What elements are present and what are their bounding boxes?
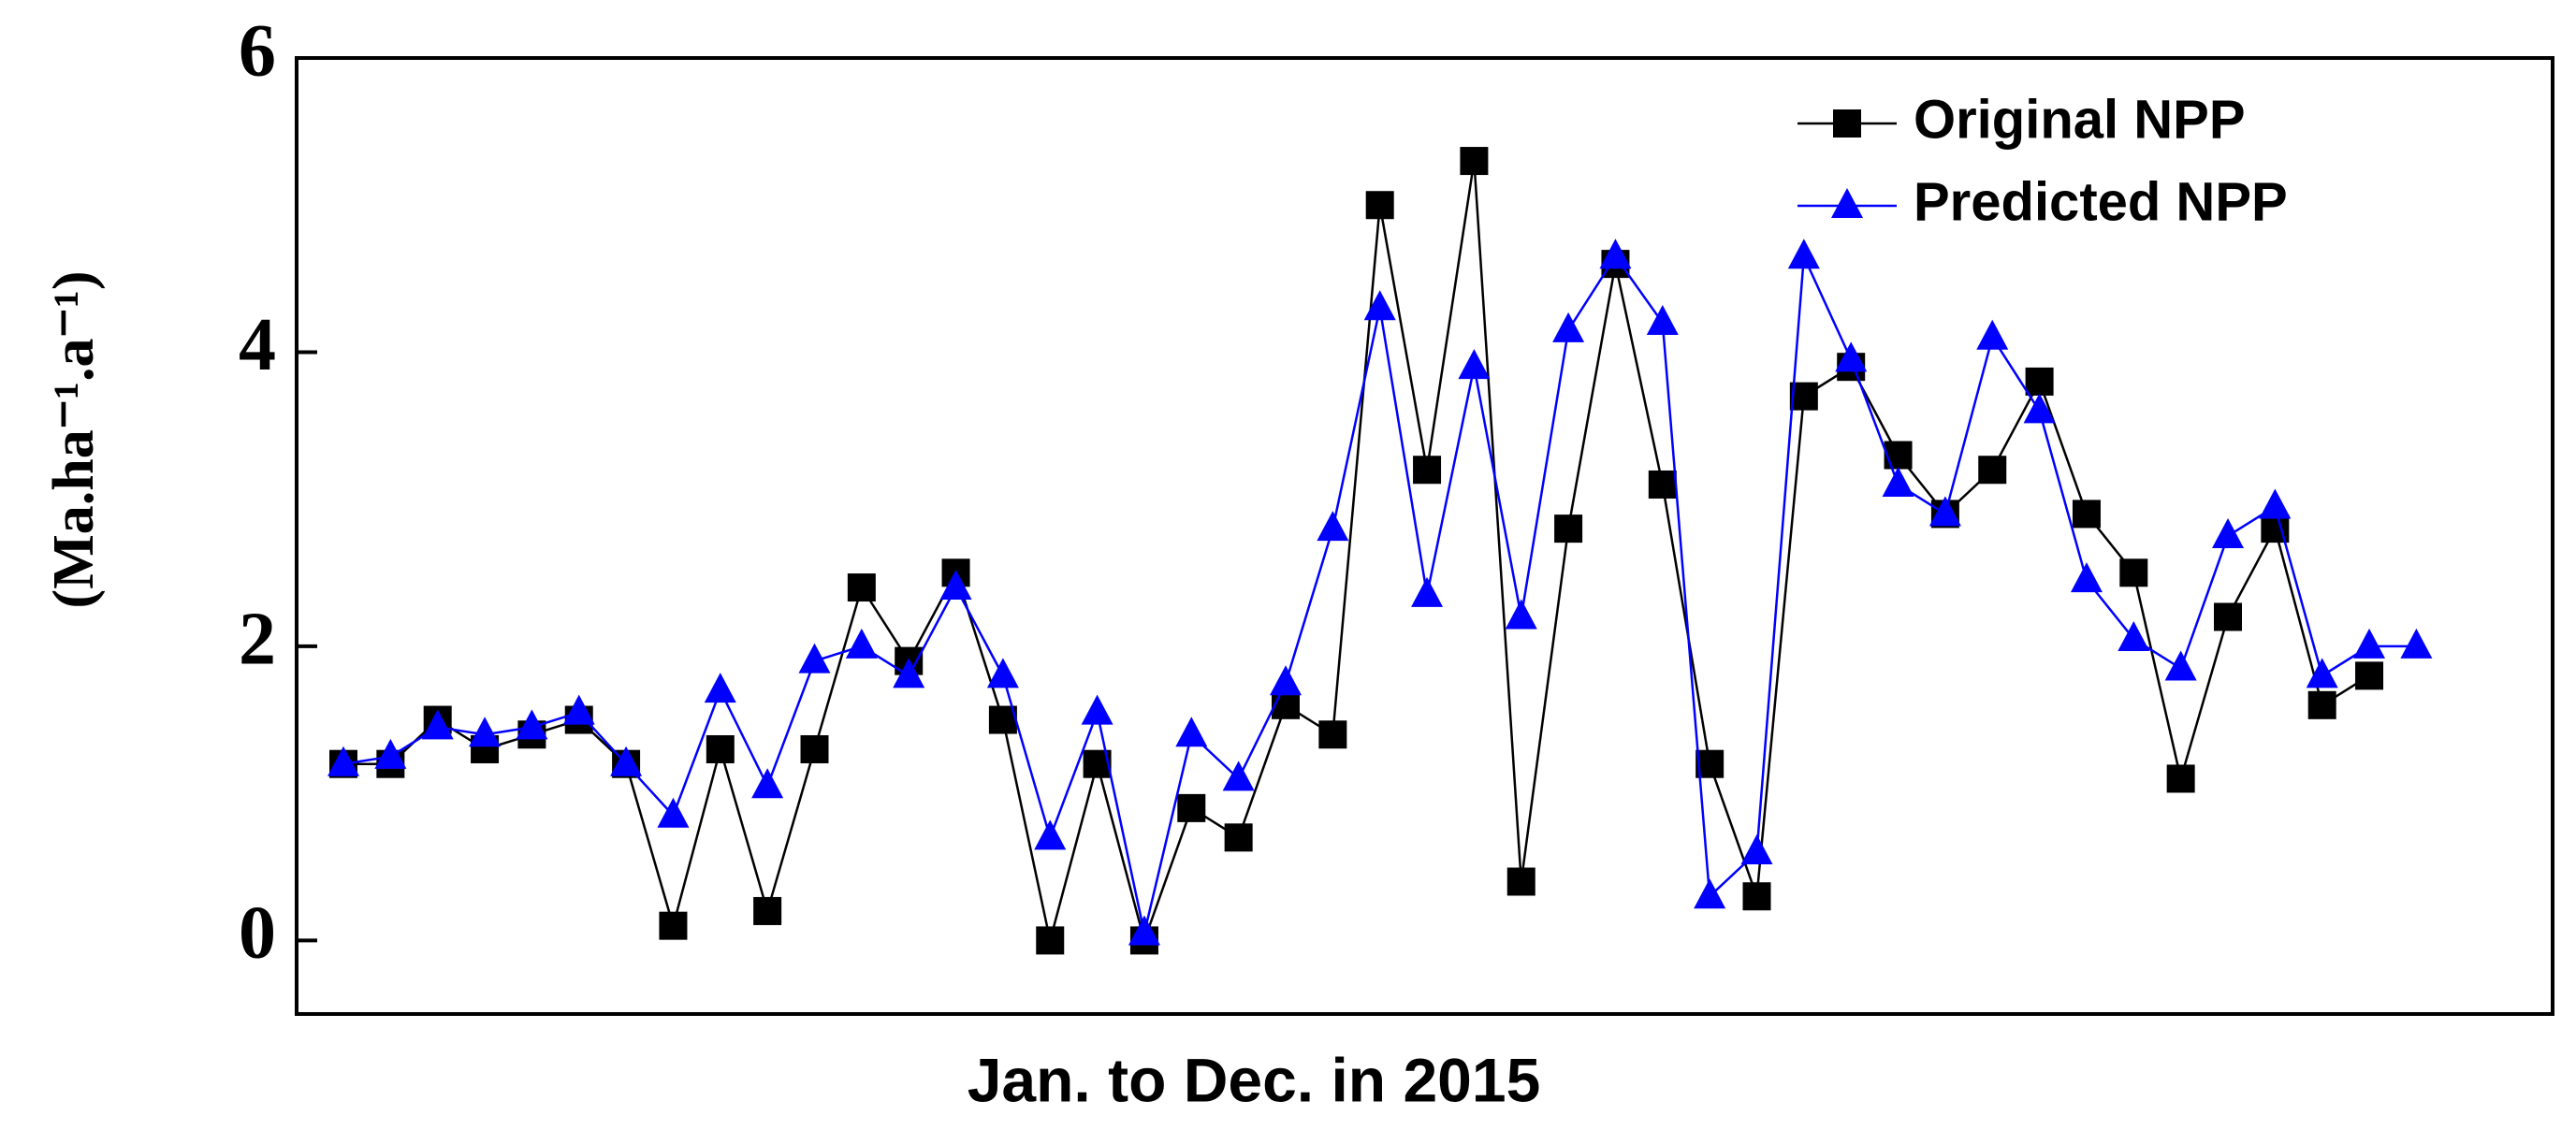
data-point [1317,511,1349,542]
data-point [1740,834,1773,865]
data-point [1365,191,1394,220]
plot-frame [295,56,2554,1016]
data-point [2353,628,2386,659]
data-point [1081,694,1113,725]
data-point [1411,576,1444,607]
data-point [1554,514,1583,543]
data-point [800,734,829,763]
data-point [1458,349,1491,380]
data-point [845,628,878,659]
legend-marker [1831,188,1863,218]
data-point [2400,628,2433,659]
data-point [2306,658,2338,688]
data-point [2070,562,2103,593]
legend-label: Predicted NPP [1914,171,2288,232]
legend-marker [1833,109,1861,138]
data-point [1648,470,1677,499]
data-point [2214,602,2242,631]
data-point [562,694,595,725]
y-axis-label: (Ma.ha⁻¹.a⁻¹) [42,271,106,609]
data-point [1787,239,1820,269]
data-point [706,734,735,763]
data-point [1552,311,1585,342]
data-point [657,797,690,828]
data-point [1177,793,1206,822]
data-point [1976,319,2009,350]
y-tick-label: 2 [239,598,276,680]
data-point [986,658,1019,688]
data-point [2307,690,2336,719]
data-point [1363,290,1396,321]
y-tick-label: 0 [239,892,276,975]
data-point [516,709,548,740]
data-point [893,658,925,688]
data-point [1884,441,1913,470]
data-point [798,643,831,674]
data-point [2166,764,2195,793]
data-point [753,896,782,925]
data-point [2025,367,2054,396]
data-point [2072,500,2101,529]
data-point [2259,488,2292,519]
data-point [1034,819,1067,850]
data-point [1646,305,1679,336]
data-point [1505,599,1537,630]
x-axis-label: Jan. to Dec. in 2015 [968,1045,1541,1114]
data-point [1128,915,1160,946]
data-point [1882,466,1914,497]
data-point [1036,926,1065,955]
series-line [342,252,2417,934]
data-point [1506,867,1535,896]
data-point [2164,650,2197,681]
data-point [1835,341,1868,372]
series-line [343,160,2370,945]
data-point [659,911,688,940]
data-point [610,746,643,776]
data-point [1460,147,1489,176]
data-point [1318,720,1347,749]
data-point [421,709,454,740]
data-point [1742,882,1771,911]
data-point [1694,878,1726,909]
data-point [2212,518,2244,548]
data-point [327,746,359,776]
data-point [1175,717,1208,747]
data-point [939,570,972,601]
legend-label: Original NPP [1914,89,2246,150]
data-point [2118,621,2150,652]
data-point [2023,393,2056,424]
data-point [1272,690,1300,719]
data-point [1413,456,1442,485]
y-tick-label: 4 [239,304,276,386]
data-point [1978,456,2007,485]
data-point [374,738,407,769]
data-point [2355,661,2384,690]
data-point [1222,761,1255,791]
data-point [1270,665,1302,696]
data-point [704,673,736,703]
data-point [1599,239,1632,269]
data-point [751,768,784,799]
data-point [2119,558,2148,587]
data-point [847,573,876,602]
data-point [469,717,502,747]
data-point [1224,823,1253,852]
data-point [1928,496,1961,527]
y-tick-label: 6 [239,9,276,92]
